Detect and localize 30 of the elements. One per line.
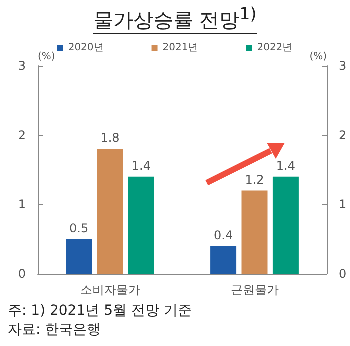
- y2-tick-label: 2: [339, 128, 347, 142]
- y-tick-label: 1: [18, 198, 26, 212]
- bar: [128, 176, 154, 274]
- text: 주: 1) 2021년 5월 전망 기준: [8, 302, 192, 321]
- legend-label: 2021년: [162, 42, 198, 54]
- data-label: 1.8: [100, 131, 120, 146]
- legend-label: 2022년: [257, 42, 293, 54]
- bar: [272, 176, 299, 274]
- bar: [66, 239, 92, 274]
- data-label: 1.4: [276, 158, 296, 173]
- bar: [210, 246, 237, 274]
- y2-axis-title: (%): [310, 52, 328, 62]
- chart-title: 물가상승률 전망$^{1)}$: [93, 4, 257, 34]
- text: 자료: 한국은행: [8, 321, 102, 340]
- y2-tick-label: 1: [339, 198, 347, 212]
- y2-tick-label: 3: [339, 59, 347, 73]
- y-tick-label: 0: [18, 267, 26, 281]
- y-tick-label: 2: [18, 128, 26, 142]
- data-label: 1.2: [245, 172, 264, 187]
- x-tick-label: 소비자물가: [80, 283, 140, 297]
- legend-label: 2020년: [68, 42, 104, 54]
- data-label: 0.5: [70, 221, 89, 236]
- y2-tick-label: 0: [339, 267, 347, 281]
- data-label: 0.4: [214, 228, 234, 242]
- bar: [242, 190, 268, 274]
- bar: [97, 149, 124, 274]
- y-axis-title: (%): [38, 52, 56, 62]
- y-tick-label: 3: [18, 59, 26, 73]
- data-label: 1.4: [132, 158, 151, 173]
- x-tick-label: 근원물가: [230, 283, 279, 297]
